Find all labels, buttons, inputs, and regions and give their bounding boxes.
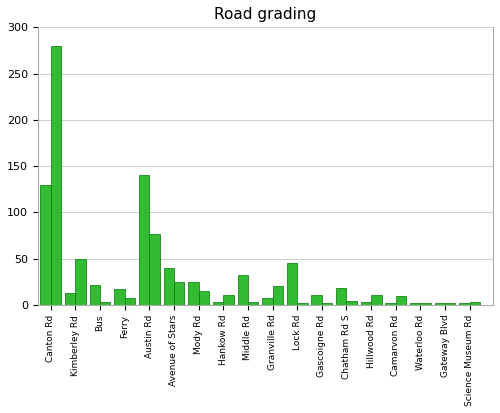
Bar	[188, 282, 198, 305]
Bar	[434, 303, 445, 305]
Bar	[65, 293, 76, 305]
Bar	[386, 303, 396, 305]
Bar	[445, 303, 456, 305]
Bar	[287, 263, 297, 305]
Bar	[460, 303, 469, 305]
Bar	[164, 268, 174, 305]
Bar	[114, 289, 124, 305]
Bar	[297, 303, 308, 305]
Bar	[139, 176, 149, 305]
Bar	[100, 302, 110, 305]
Bar	[51, 46, 61, 305]
Bar	[272, 287, 283, 305]
Title: Road grading: Road grading	[214, 7, 316, 22]
Bar	[150, 234, 160, 305]
Bar	[90, 285, 100, 305]
Bar	[238, 275, 248, 305]
Bar	[346, 301, 357, 305]
Bar	[262, 297, 272, 305]
Bar	[396, 296, 406, 305]
Bar	[336, 288, 346, 305]
Bar	[213, 302, 224, 305]
Bar	[410, 303, 420, 305]
Bar	[361, 302, 371, 305]
Bar	[198, 291, 209, 305]
Bar	[40, 185, 51, 305]
Bar	[420, 303, 431, 305]
Bar	[124, 297, 135, 305]
Bar	[322, 303, 332, 305]
Bar	[174, 282, 184, 305]
Bar	[371, 295, 382, 305]
Bar	[248, 302, 258, 305]
Bar	[312, 295, 322, 305]
Bar	[224, 295, 234, 305]
Bar	[76, 259, 86, 305]
Bar	[470, 302, 480, 305]
